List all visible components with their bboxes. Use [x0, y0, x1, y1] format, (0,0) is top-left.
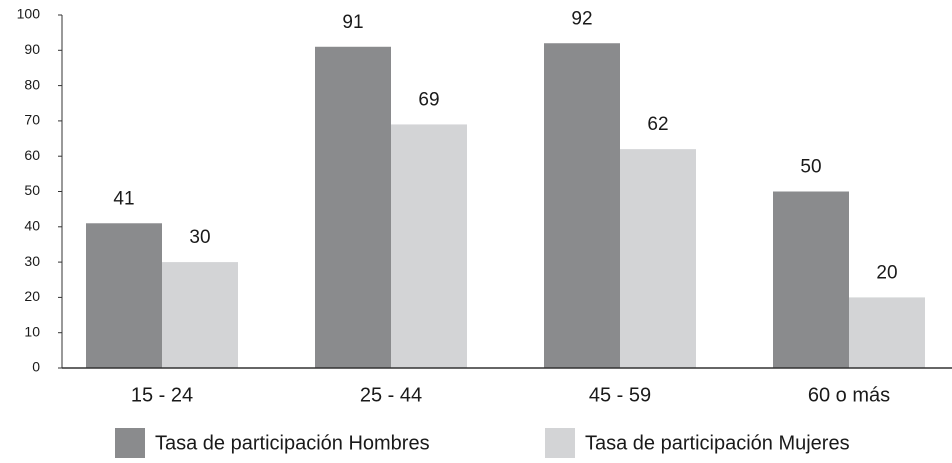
- value-label: 20: [876, 262, 897, 283]
- y-tick-label: 90: [24, 41, 40, 57]
- value-label: 50: [800, 157, 821, 178]
- value-label: 30: [189, 227, 210, 248]
- bar: [773, 191, 849, 368]
- y-tick-label: 100: [17, 6, 41, 22]
- bar: [620, 149, 696, 368]
- value-label: 92: [571, 8, 592, 29]
- y-tick-label: 70: [24, 112, 40, 128]
- x-tick-label: 60 o más: [808, 384, 890, 406]
- legend-swatch: [545, 428, 575, 458]
- value-label: 91: [342, 12, 363, 33]
- legend-swatch: [115, 428, 145, 458]
- y-tick-label: 80: [24, 76, 40, 92]
- y-tick-label: 60: [24, 147, 40, 163]
- bar: [86, 223, 162, 368]
- y-tick-label: 40: [24, 218, 40, 234]
- y-tick-label: 50: [24, 182, 40, 198]
- bar: [391, 124, 467, 369]
- legend-label: Tasa de participación Hombres: [155, 432, 430, 454]
- value-label: 69: [418, 89, 439, 110]
- y-tick-label: 20: [24, 288, 40, 304]
- x-tick-label: 45 - 59: [589, 384, 651, 406]
- bar: [544, 43, 620, 369]
- legend-label: Tasa de participación Mujeres: [585, 432, 850, 454]
- bar: [315, 46, 391, 369]
- value-label: 62: [647, 114, 668, 135]
- y-tick-label: 30: [24, 253, 40, 269]
- x-tick-label: 25 - 44: [360, 384, 422, 406]
- x-tick-label: 15 - 24: [131, 384, 193, 406]
- bar: [849, 297, 925, 368]
- value-label: 41: [113, 188, 134, 209]
- y-tick-label: 0: [32, 359, 40, 375]
- bar: [162, 262, 238, 368]
- y-tick-label: 10: [24, 323, 40, 339]
